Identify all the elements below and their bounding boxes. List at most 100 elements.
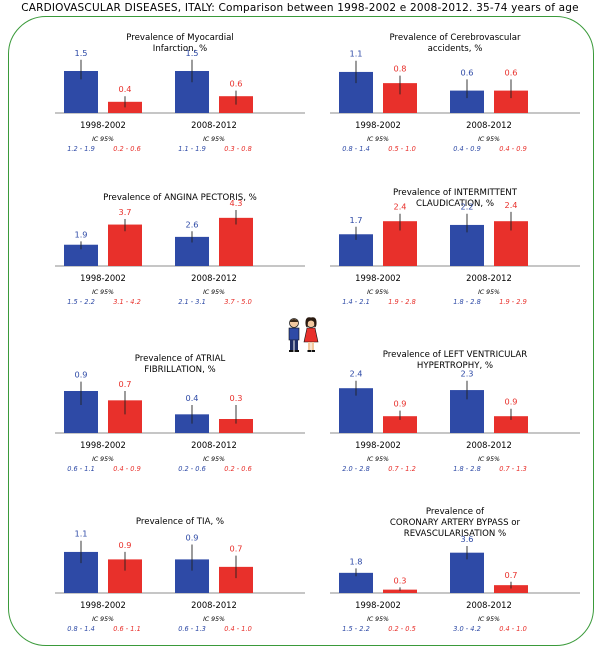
- chart-title: Prevalence of Cerebrovascular: [389, 33, 521, 43]
- bar: [219, 217, 253, 266]
- chart-title: Prevalence of LEFT VENTRICULAR: [383, 350, 528, 360]
- value-label: 0.8: [393, 64, 406, 74]
- value-label: 0.3: [393, 575, 406, 585]
- ci-label: 1.8 - 2.8: [453, 298, 481, 306]
- value-label: 2.4: [349, 369, 362, 379]
- value-label: 0.6: [229, 79, 242, 89]
- ci-label: 0.2 - 0.5: [388, 625, 416, 633]
- ci-label: 0.4 - 0.9: [453, 145, 481, 153]
- value-label: 3.6: [460, 534, 473, 544]
- chart-panel: Prevalence of Cerebrovascularaccidents, …: [330, 33, 580, 153]
- ci-label: 1.8 - 2.8: [453, 465, 481, 473]
- chart-title: REVASCULARISATION %: [404, 529, 506, 539]
- value-label: 2.2: [460, 202, 473, 212]
- bar: [339, 572, 373, 593]
- bar: [108, 224, 142, 266]
- value-label: 1.1: [74, 529, 87, 539]
- ci-label: 0.4 - 0.9: [113, 465, 141, 473]
- ci-label: 1.2 - 1.9: [67, 145, 95, 153]
- chart-title: Prevalence of Myocardial: [126, 33, 234, 43]
- value-label: 0.9: [504, 397, 517, 407]
- chart-panel: Prevalence of ANGINA PECTORIS, % 1.9 3.7 19…: [55, 193, 305, 306]
- chart-title: Prevalence of: [426, 507, 485, 517]
- ci-label: 0.8 - 1.4: [67, 625, 95, 633]
- value-label: 1.5: [185, 48, 198, 58]
- ci-label: 0.7 - 1.2: [388, 465, 416, 473]
- value-label: 1.5: [74, 48, 87, 58]
- bar: [494, 416, 528, 433]
- ci-title: IC 95%: [478, 289, 500, 296]
- ci-title: IC 95%: [203, 456, 225, 463]
- category-label: 1998-2002: [80, 273, 126, 283]
- category-label: 1998-2002: [80, 120, 126, 130]
- bar: [383, 416, 417, 433]
- ci-title: IC 95%: [478, 616, 500, 623]
- value-label: 0.9: [118, 540, 131, 550]
- ci-label: 0.7 - 1.3: [499, 465, 527, 473]
- bar: [219, 419, 253, 433]
- category-label: 2008-2012: [191, 273, 237, 283]
- chart-title: Prevalence of TIA, %: [136, 517, 224, 527]
- ci-title: IC 95%: [478, 456, 500, 463]
- category-label: 1998-2002: [80, 600, 126, 610]
- value-label: 0.4: [185, 393, 198, 403]
- ci-label: 1.1 - 1.9: [178, 145, 206, 153]
- boy-girl-icon: [288, 317, 319, 352]
- page-title: CARDIOVASCULAR DISEASES, ITALY: Comparis…: [21, 2, 579, 14]
- bar: [494, 585, 528, 593]
- value-label: 2.3: [460, 369, 473, 379]
- value-label: 2.4: [393, 202, 406, 212]
- chart-title: accidents, %: [428, 44, 483, 54]
- ci-label: 0.8 - 1.4: [342, 145, 370, 153]
- girl-icon: [303, 317, 319, 352]
- bar: [339, 388, 373, 433]
- bar: [175, 414, 209, 433]
- value-label: 0.7: [504, 570, 517, 580]
- bar: [450, 90, 484, 113]
- category-label: 1998-2002: [355, 273, 401, 283]
- value-label: 1.7: [349, 215, 362, 225]
- ci-title: IC 95%: [478, 136, 500, 143]
- value-label: 1.1: [349, 49, 362, 59]
- category-label: 1998-2002: [355, 600, 401, 610]
- ci-title: IC 95%: [203, 616, 225, 623]
- ci-title: IC 95%: [92, 289, 114, 296]
- chart-title: CLAUDICATION, %: [416, 199, 494, 209]
- ci-label: 0.6 - 1.3: [178, 625, 206, 633]
- chart-title: FIBRILLATION, %: [144, 365, 215, 375]
- category-label: 2008-2012: [466, 120, 512, 130]
- value-label: 1.8: [349, 556, 362, 566]
- chart-title: CORONARY ARTERY BYPASS or: [390, 518, 521, 528]
- chart-title: Prevalence of INTERMITTENT: [393, 188, 518, 198]
- ci-title: IC 95%: [367, 616, 389, 623]
- chart-title: Prevalence of ATRIAL: [135, 354, 226, 364]
- category-label: 1998-2002: [355, 120, 401, 130]
- category-label: 1998-2002: [355, 440, 401, 450]
- value-label: 0.3: [229, 393, 242, 403]
- ci-title: IC 95%: [92, 616, 114, 623]
- ci-label: 0.2 - 0.6: [224, 465, 252, 473]
- ci-label: 0.4 - 0.9: [499, 145, 527, 153]
- ci-label: 0.3 - 0.8: [224, 145, 252, 153]
- ci-label: 0.2 - 0.6: [113, 145, 141, 153]
- bar: [494, 90, 528, 113]
- value-label: 1.9: [74, 229, 87, 239]
- ci-title: IC 95%: [203, 289, 225, 296]
- value-label: 2.4: [504, 200, 517, 210]
- value-label: 3.7: [118, 207, 131, 217]
- ci-title: IC 95%: [92, 136, 114, 143]
- category-label: 2008-2012: [466, 440, 512, 450]
- ci-label: 0.5 - 1.0: [388, 145, 416, 153]
- ci-label: 0.2 - 0.6: [178, 465, 206, 473]
- rounded-frame: [8, 16, 594, 646]
- value-label: 0.9: [74, 370, 87, 380]
- value-label: 0.7: [118, 379, 131, 389]
- boy-icon: [288, 318, 300, 352]
- value-label: 0.6: [504, 67, 517, 77]
- value-label: 0.9: [185, 532, 198, 542]
- category-label: 2008-2012: [466, 600, 512, 610]
